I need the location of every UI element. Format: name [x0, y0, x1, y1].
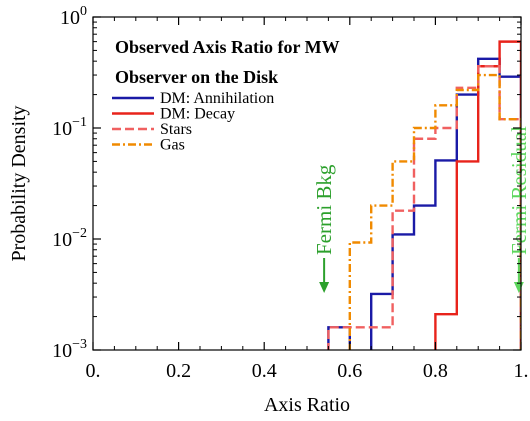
legend-item-stars: Stars — [112, 121, 192, 138]
annotation-fermi-residual: Fermi Residual — [507, 126, 530, 293]
y-tick-label: 100 — [60, 4, 87, 29]
annotation-group: Fermi Bkg Fermi Residual — [312, 126, 530, 293]
x-tick-label: 1. — [514, 360, 529, 382]
y-tick-label: 10−1 — [52, 115, 87, 140]
series-stars — [327, 65, 521, 350]
legend-item-dm-annihilation: DM: Annihilation — [112, 90, 274, 107]
x-tick-label: 0. — [86, 360, 101, 382]
legend-label: Stars — [160, 121, 192, 138]
down-arrow-icon — [319, 282, 330, 293]
series-dm-annihilation — [327, 57, 521, 350]
x-tick-label: 0.2 — [166, 360, 191, 382]
legend-label: DM: Decay — [160, 106, 235, 123]
chart-title-line: Observer on the Disk — [115, 67, 278, 87]
histogram-series-group — [327, 40, 521, 350]
x-axis-label: Axis Ratio — [264, 394, 350, 416]
x-tick-label: 0.6 — [337, 360, 362, 382]
chart-title-line: Observed Axis Ratio for MW — [115, 37, 340, 57]
y-axis-label: Probability Density — [8, 105, 30, 261]
x-tick-label: 0.4 — [252, 360, 277, 382]
legend-label: DM: Annihilation — [160, 90, 274, 107]
axis-ticks: 0. 0.2 0.4 0.6 0.8 1. 10−3 10−2 10−1 100 — [52, 4, 528, 382]
annotation-fermi-bkg: Fermi Bkg — [312, 164, 336, 293]
chart-title: Observed Axis Ratio for MW Observer on th… — [115, 37, 340, 87]
y-tick-label: 10−3 — [52, 337, 87, 362]
series-gas — [348, 73, 521, 350]
legend-label: Gas — [160, 137, 185, 154]
x-tick-label: 0.8 — [423, 360, 448, 382]
annotation-label: Fermi Bkg — [312, 164, 336, 255]
annotation-label: Fermi Residual — [507, 126, 530, 255]
series-dm-decay — [434, 40, 521, 350]
legend-item-gas: Gas — [112, 137, 185, 154]
legend-item-dm-decay: DM: Decay — [112, 106, 235, 123]
y-tick-label: 10−2 — [52, 226, 87, 251]
